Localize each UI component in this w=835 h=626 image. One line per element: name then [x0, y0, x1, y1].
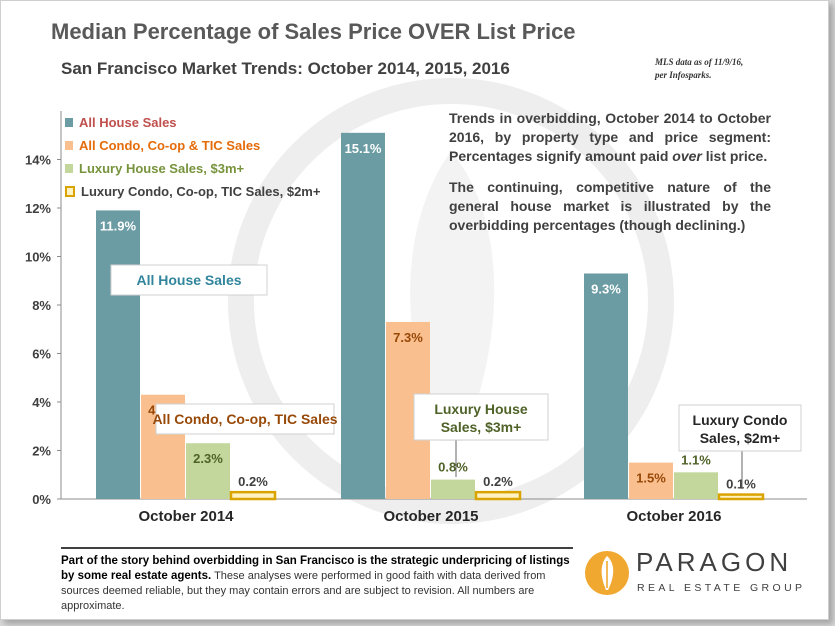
y-tick-label: 8%	[32, 298, 51, 313]
legend-item: Luxury Condo, Co-op, TIC Sales, $2m+	[65, 180, 320, 203]
annotation-box	[413, 393, 549, 441]
data-label: 15.1%	[345, 141, 382, 156]
bar	[96, 210, 140, 500]
data-label: 1.1%	[681, 452, 711, 467]
annotation-text: Sales, $3m+	[441, 419, 522, 435]
data-label: 7.3%	[393, 330, 423, 345]
bar	[584, 273, 628, 499]
bar	[431, 479, 475, 499]
bar	[186, 443, 230, 499]
chart-subtitle: San Francisco Market Trends: October 201…	[61, 59, 510, 78]
description-p1-text: Trends in overbidding, October 2014 to O…	[449, 110, 771, 164]
description-paragraph-1: Trends in overbidding, October 2014 to O…	[449, 109, 771, 166]
x-tick-label: October 2015	[383, 508, 478, 525]
footer-text: Part of the story behind overbidding in …	[61, 554, 573, 614]
paragon-logo: PARAGON REAL ESTATE GROUP	[584, 546, 804, 606]
logo-name: PARAGON	[636, 547, 793, 577]
bar	[229, 490, 277, 501]
data-label: 0.2%	[238, 474, 268, 489]
description-p1-emphasis: over	[672, 148, 702, 164]
source-line-1: MLS data as of 11/9/16,	[655, 57, 744, 67]
legend-label: Luxury Condo, Co-op, TIC Sales, $2m+	[81, 184, 321, 199]
source-line-2: per Infosparks.	[655, 70, 712, 80]
annotation-text: Sales, $2m+	[700, 430, 781, 446]
y-tick-label: 10%	[25, 250, 51, 265]
chart-bars: 11.9%15.1%9.3%4.3%7.3%1.5%2.3%0.8%1.1%0.…	[96, 132, 765, 501]
y-tick-label: 14%	[25, 153, 51, 168]
y-tick-label: 0%	[32, 492, 51, 507]
annotation-text: All Condo, Co-op, TIC Sales	[152, 411, 337, 427]
annotation-box	[678, 404, 802, 452]
annotation-text: All House Sales	[136, 272, 241, 288]
data-label: 9.3%	[591, 281, 621, 296]
legend-label: All Condo, Co-op & TIC Sales	[79, 138, 261, 153]
legend-swatch	[65, 141, 73, 150]
bar-chart: 0% 2% 4% 6% 8% 10% 12% 14% October 2014 October 2…	[25, 78, 807, 525]
logo-tagline: REAL ESTATE GROUP	[637, 582, 806, 594]
legend-swatch	[65, 186, 75, 197]
watermark-logo	[228, 78, 674, 524]
y-tick-label: 6%	[32, 347, 51, 362]
bar	[629, 462, 673, 499]
x-tick-label: October 2014	[138, 508, 234, 525]
annotation-box	[110, 264, 268, 296]
watermark-ring	[228, 78, 674, 524]
legend-swatch	[65, 118, 73, 127]
y-tick-label: 12%	[25, 201, 51, 216]
data-label: 0.1%	[726, 477, 756, 492]
legend-swatch	[65, 164, 73, 173]
legend-item: Luxury House Sales, $3m+	[65, 157, 320, 180]
chart-legend: All House Sales All Condo, Co-op & TIC Sa…	[65, 111, 320, 203]
legend-item: All Condo, Co-op & TIC Sales	[65, 134, 320, 157]
bar	[474, 490, 522, 501]
annotation-box	[155, 403, 335, 435]
data-label: 1.5%	[636, 471, 666, 486]
y-tick-label: 4%	[32, 395, 51, 410]
data-label: 11.9%	[100, 218, 137, 233]
watermark-mark	[410, 151, 495, 441]
annotation-text: Luxury Condo	[693, 412, 788, 428]
source-note: MLS data as of 11/9/16, per Infosparks.	[655, 56, 743, 82]
description-p1-end: list price.	[705, 148, 768, 164]
legend-item: All House Sales	[65, 111, 320, 134]
bar	[674, 472, 718, 499]
data-label: 0.8%	[438, 460, 468, 475]
y-tick-label: 2%	[32, 444, 51, 459]
chart-annotations: All House Sales All Condo, Co-op, TIC Sal…	[110, 264, 802, 489]
description-paragraph-2: The continuing, competitive nature of th…	[449, 179, 771, 233]
legend-label: All House Sales	[79, 115, 177, 130]
bar	[717, 493, 765, 501]
legend-label: Luxury House Sales, $3m+	[79, 161, 245, 176]
data-label: 2.3%	[193, 451, 223, 466]
chart-title: Median Percentage of Sales Price OVER Li…	[51, 19, 576, 44]
footer-disclaimer: These analyses were performed in good fa…	[61, 570, 546, 612]
annotation-text: Luxury House	[434, 401, 528, 417]
chart-description: Trends in overbidding, October 2014 to O…	[449, 109, 771, 247]
footer-bold-text: Part of the story behind overbidding in …	[61, 555, 570, 582]
footer-divider	[61, 547, 573, 549]
paragon-logo-icon	[585, 551, 629, 595]
data-label: 0.2%	[483, 474, 513, 489]
bar	[341, 132, 385, 499]
x-tick-label: October 2016	[626, 508, 721, 525]
